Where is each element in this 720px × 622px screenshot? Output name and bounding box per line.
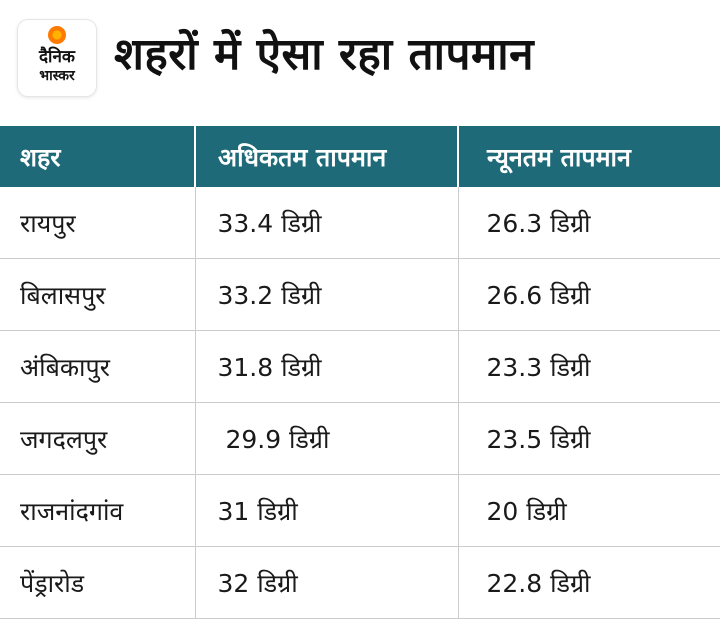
min-temp-cell: 20 डिग्री — [458, 474, 720, 547]
max-temp-cell: 31 डिग्री — [195, 474, 459, 547]
temperature-table: शहर अधिकतम तापमान न्यूनतम तापमान रायपुर … — [0, 126, 720, 619]
column-header-city: शहर — [0, 126, 196, 187]
city-cell: राजनांदगांव — [0, 474, 196, 547]
table-header-row: शहर अधिकतम तापमान न्यूनतम तापमान — [0, 126, 720, 187]
logo-line-1: दैनिक — [39, 47, 75, 67]
city-cell: बिलासपुर — [0, 258, 196, 331]
page-title: शहरों में ऐसा रहा तापमान — [114, 29, 535, 80]
table-row: राजनांदगांव 31 डिग्री 20 डिग्री — [0, 474, 720, 547]
city-cell: अंबिकापुर — [0, 330, 196, 403]
table-row: रायपुर 33.4 डिग्री 26.3 डिग्री — [0, 187, 720, 259]
table-row: बिलासपुर 33.2 डिग्री 26.6 डिग्री — [0, 258, 720, 331]
max-temp-cell: 32 डिग्री — [195, 546, 459, 619]
max-temp-cell: 31.8 डिग्री — [195, 330, 459, 403]
min-temp-cell: 26.3 डिग्री — [458, 187, 720, 259]
page-header: दैनिक भास्कर शहरों में ऐसा रहा तापमान — [0, 0, 720, 126]
max-temp-cell: 33.4 डिग्री — [195, 187, 459, 259]
dainik-bhaskar-logo: दैनिक भास्कर — [18, 20, 96, 96]
city-cell: पेंड्रारोड — [0, 546, 196, 619]
max-temp-cell: 33.2 डिग्री — [195, 258, 459, 331]
city-cell: रायपुर — [0, 187, 196, 259]
table-row: अंबिकापुर 31.8 डिग्री 23.3 डिग्री — [0, 330, 720, 403]
logo-line-2: भास्कर — [39, 68, 75, 84]
sun-icon — [48, 26, 66, 44]
column-header-max-temp: अधिकतम तापमान — [195, 126, 459, 187]
min-temp-cell: 23.5 डिग्री — [458, 402, 720, 475]
max-temp-cell: 29.9 डिग्री — [195, 402, 459, 475]
min-temp-cell: 26.6 डिग्री — [458, 258, 720, 331]
min-temp-cell: 23.3 डिग्री — [458, 330, 720, 403]
table-row: पेंड्रारोड 32 डिग्री 22.8 डिग्री — [0, 546, 720, 619]
column-header-min-temp: न्यूनतम तापमान — [458, 126, 720, 187]
table-row: जगदलपुर 29.9 डिग्री 23.5 डिग्री — [0, 402, 720, 475]
min-temp-cell: 22.8 डिग्री — [458, 546, 720, 619]
city-cell: जगदलपुर — [0, 402, 196, 475]
